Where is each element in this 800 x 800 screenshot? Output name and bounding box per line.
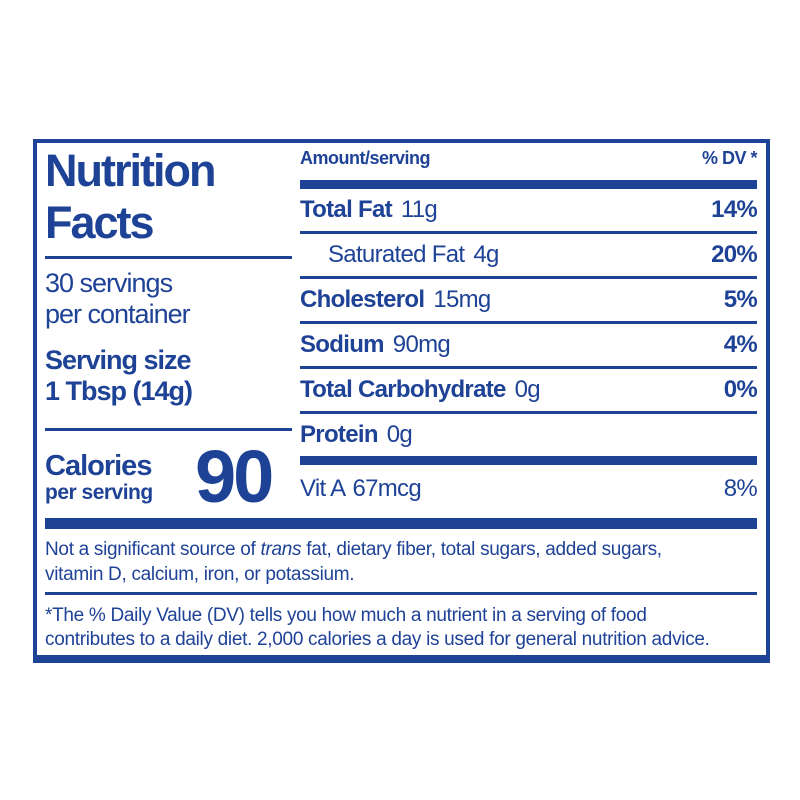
header-amount-serving: Amount/serving xyxy=(300,148,431,168)
ns-line2: vitamin D, calcium, iron, or potassium. xyxy=(45,564,355,585)
daily-value-footnote: *The % Daily Value (DV) tells you how mu… xyxy=(45,604,757,652)
nutrient-dv: 0% xyxy=(723,376,758,403)
table-row-saturated-fat: Saturated Fat 4g 20% xyxy=(300,234,758,279)
nutrient-name: Cholesterol xyxy=(300,286,425,313)
label-left-column: Nutrition Facts 30 servings per containe… xyxy=(45,145,292,518)
nutrient-name: Total Fat xyxy=(300,196,393,223)
title-line-2: Facts xyxy=(45,197,155,248)
ns-prefix: Not a significant source of xyxy=(45,539,261,560)
serving-size-divider xyxy=(45,428,292,431)
serving-size: Serving size 1 Tbsp (14g) xyxy=(45,345,292,407)
footnote-line-2: contributes to a daily diet. 2,000 calor… xyxy=(45,629,710,650)
servings-line-1: 30 servings xyxy=(45,268,173,298)
nutrient-amount: 11g xyxy=(400,196,438,223)
nutrient-name: Vit A xyxy=(300,475,346,502)
serving-size-label: Serving size xyxy=(45,345,192,375)
nutrition-facts-title: Nutrition Facts xyxy=(45,145,292,249)
nutrient-dv: 20% xyxy=(711,241,758,268)
header-thick-bar xyxy=(300,180,757,189)
table-row-vitamin-a: Vit A 67mcg 8% xyxy=(300,465,758,513)
nutrient-amount: 0g xyxy=(386,421,413,448)
nutrient-dv: 4% xyxy=(723,331,758,358)
nutrient-dv: 8% xyxy=(723,475,758,502)
nutrient-amount: 15mg xyxy=(433,286,491,313)
nutrition-facts-label: Nutrition Facts 30 servings per containe… xyxy=(33,139,770,663)
title-line-1: Nutrition xyxy=(45,145,216,196)
table-header: Amount/serving % DV * xyxy=(300,143,758,173)
label-bottom-section: Not a significant source of trans fat, d… xyxy=(45,518,757,652)
table-row-total-fat: Total Fat 11g 14% xyxy=(300,189,758,234)
not-significant-statement: Not a significant source of trans fat, d… xyxy=(45,537,757,587)
footnote-line-1: *The % Daily Value (DV) tells you how mu… xyxy=(45,605,647,626)
ns-line1-suffix: fat, dietary fiber, total sugars, added … xyxy=(301,539,662,560)
table-row-cholesterol: Cholesterol 15mg 5% xyxy=(300,279,758,324)
calories-sublabel: per serving xyxy=(45,480,153,504)
table-row-total-carbohydrate: Total Carbohydrate 0g 0% xyxy=(300,369,758,414)
nutrient-dv: 5% xyxy=(723,286,758,313)
nutrient-name: Protein xyxy=(300,421,378,448)
nutrient-amount: 0g xyxy=(514,376,541,403)
servings-per-container: 30 servings per container xyxy=(45,268,292,330)
nutrient-name: Total Carbohydrate xyxy=(300,376,506,403)
calories-block: Calories per serving 90 xyxy=(45,435,292,518)
calories-value: 90 xyxy=(195,435,274,518)
nutrient-amount: 4g xyxy=(473,241,499,268)
calories-label: Calories xyxy=(45,449,152,482)
nutrient-table: Amount/serving % DV * Total Fat 11g 14% … xyxy=(300,143,758,513)
nutrient-name: Saturated Fat xyxy=(328,241,465,268)
ns-trans-italic: trans xyxy=(260,539,302,560)
title-divider xyxy=(45,256,292,259)
full-width-thick-bar xyxy=(45,518,757,529)
nutrient-amount: 90mg xyxy=(392,331,451,358)
nutrient-dv: 14% xyxy=(711,196,758,223)
header-percent-dv: % DV * xyxy=(701,148,758,168)
nutrient-name: Sodium xyxy=(300,331,384,358)
servings-line-2: per container xyxy=(45,299,191,329)
protein-thick-bar xyxy=(300,456,757,465)
table-row-sodium: Sodium 90mg 4% xyxy=(300,324,758,369)
serving-size-value: 1 Tbsp (14g) xyxy=(45,376,193,406)
calories-words: Calories per serving xyxy=(45,451,195,504)
nutrient-amount: 67mcg xyxy=(352,475,421,502)
label-inner: Nutrition Facts 30 servings per containe… xyxy=(37,143,766,655)
table-row-protein: Protein 0g xyxy=(300,414,757,456)
footnote-divider xyxy=(45,592,757,595)
